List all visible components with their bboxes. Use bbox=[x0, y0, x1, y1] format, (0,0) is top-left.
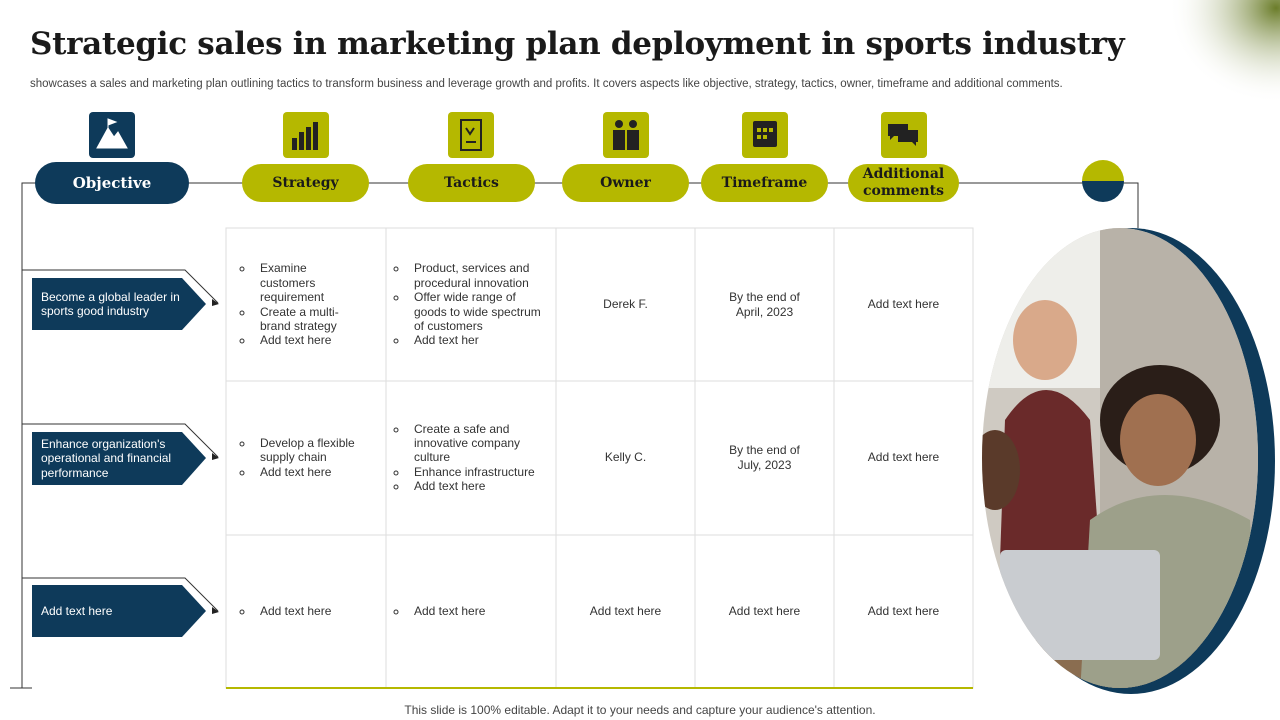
comments-cell: Add text here bbox=[834, 228, 973, 381]
owner-cell: Add text here bbox=[556, 535, 695, 688]
tactics-cell: Add text here bbox=[386, 535, 556, 688]
tactics-item: Add text here bbox=[408, 479, 548, 493]
comments-text: Add text here bbox=[867, 297, 940, 312]
strategy-cell: Develop a flexible supply chainAdd text … bbox=[226, 381, 386, 534]
strategy-item: Examine customers requirement bbox=[254, 261, 364, 304]
timeframe-cell: Add text here bbox=[695, 535, 834, 688]
tactics-cell: Product, services and procedural innovat… bbox=[386, 228, 556, 381]
timeframe-text: By the end of April, 2023 bbox=[729, 290, 800, 319]
tactics-list: Create a safe and innovative company cul… bbox=[402, 422, 548, 494]
tactics-item: Product, services and procedural innovat… bbox=[408, 261, 548, 290]
strategy-item: Add text here bbox=[254, 604, 364, 618]
timeframe-text: Add text here bbox=[728, 604, 801, 619]
tactics-list: Add text here bbox=[402, 604, 548, 618]
header-pill: Strategy bbox=[242, 164, 369, 202]
comments-text: Add text here bbox=[867, 604, 940, 619]
tactics-list: Product, services and procedural innovat… bbox=[402, 261, 548, 347]
owner-text: Kelly C. bbox=[604, 450, 647, 465]
tactics-item: Add text here bbox=[408, 604, 548, 618]
objective-text: Add text here bbox=[41, 603, 113, 618]
strategy-item: Add text here bbox=[254, 333, 364, 347]
owner-cell: Kelly C. bbox=[556, 381, 695, 534]
strategy-list: Develop a flexible supply chainAdd text … bbox=[226, 436, 364, 479]
tactics-item: Add text her bbox=[408, 333, 548, 347]
strategy-list: Examine customers requirementCreate a mu… bbox=[226, 261, 364, 347]
comments-text: Add text here bbox=[867, 450, 940, 465]
strategy-item: Create a multi-brand strategy bbox=[254, 305, 364, 334]
tactics-item: Offer wide range of goods to wide spectr… bbox=[408, 290, 548, 333]
header-pill: Tactics bbox=[408, 164, 535, 202]
header-pill: Owner bbox=[562, 164, 689, 202]
header-pill: Timeframe bbox=[701, 164, 828, 202]
timeframe-cell: By the end of July, 2023 bbox=[695, 381, 834, 534]
title: Strategic sales in marketing plan deploy… bbox=[30, 26, 1125, 62]
comments-cell: Add text here bbox=[834, 535, 973, 688]
strategy-cell: Examine customers requirementCreate a mu… bbox=[226, 228, 386, 381]
owner-text: Derek F. bbox=[603, 297, 648, 312]
timeframe-cell: By the end of April, 2023 bbox=[695, 228, 834, 381]
header-pill: Additional comments bbox=[848, 164, 959, 202]
comments-cell: Add text here bbox=[834, 381, 973, 534]
tactics-item: Enhance infrastructure bbox=[408, 465, 548, 479]
objective-text: Enhance organization's operational and f… bbox=[41, 436, 172, 480]
header-pill: Objective bbox=[35, 162, 189, 204]
owner-text: Add text here bbox=[589, 604, 662, 619]
timeframe-text: By the end of July, 2023 bbox=[729, 443, 800, 472]
tactics-cell: Create a safe and innovative company cul… bbox=[386, 381, 556, 534]
objective-text: Become a global leader in sports good in… bbox=[41, 289, 180, 318]
footer: This slide is 100% editable. Adapt it to… bbox=[404, 703, 876, 717]
strategy-list: Add text here bbox=[226, 604, 364, 618]
owner-cell: Derek F. bbox=[556, 228, 695, 381]
strategy-item: Develop a flexible supply chain bbox=[254, 436, 364, 465]
subtitle: showcases a sales and marketing plan out… bbox=[30, 78, 1063, 90]
strategy-cell: Add text here bbox=[226, 535, 386, 688]
tactics-item: Create a safe and innovative company cul… bbox=[408, 422, 548, 465]
strategy-item: Add text here bbox=[254, 465, 364, 479]
